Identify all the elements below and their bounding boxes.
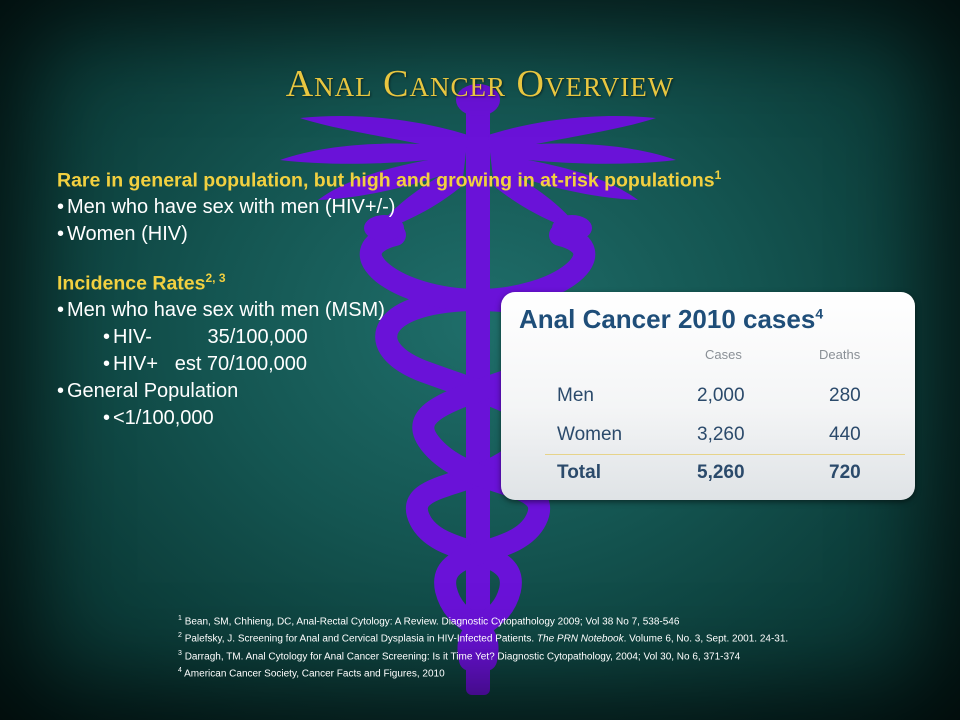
list-item: • Men who have sex with men (MSM)	[57, 298, 385, 321]
reference-item: 2 Palefsky, J. Screening for Anal and Ce…	[178, 632, 789, 645]
list-item: • <1/100,000	[103, 406, 214, 429]
slide-body: Rare in general population, but high and…	[57, 167, 857, 432]
list-item: • General Population	[57, 379, 239, 402]
incidence-heading: Incidence Rates2, 3	[57, 270, 226, 295]
table-row-total: Total 5,260 720	[557, 462, 861, 483]
list-item: • Men who have sex with men (HIV+/-)	[57, 195, 396, 218]
column-header-deaths: Deaths	[819, 347, 861, 362]
references: 1 Bean, SM, Chhieng, DC, Anal-Rectal Cyt…	[178, 613, 788, 682]
list-item: • Women (HIV)	[57, 222, 188, 245]
table-row: Men 2,000 280	[557, 385, 861, 406]
list-item: • HIV- 35/100,000	[103, 325, 308, 348]
divider	[545, 454, 905, 455]
list-item: • HIV+ est 70/100,000	[103, 352, 308, 375]
intro-heading: Rare in general population, but high and…	[57, 168, 722, 192]
column-header-cases: Cases	[705, 347, 742, 362]
reference-item: 4 American Cancer Society, Cancer Facts …	[178, 666, 445, 680]
table-row: Women 3,260 440	[557, 424, 861, 445]
reference-item: 3 Darragh, TM. Anal Cytology for Anal Ca…	[178, 649, 741, 662]
page-title: Anal Cancer Overview	[285, 63, 675, 105]
reference-item: 1 Bean, SM, Chhieng, DC, Anal-Rectal Cyt…	[178, 615, 680, 628]
cases-table-card: Anal Cancer 2010 cases4 Cases Deaths Men…	[501, 292, 915, 500]
table-title: Anal Cancer 2010 cases4	[519, 304, 824, 334]
